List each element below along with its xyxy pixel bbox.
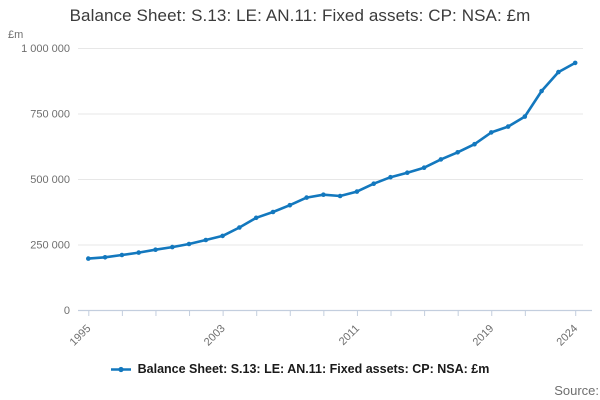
data-point <box>170 244 175 250</box>
data-point <box>438 157 444 162</box>
data-point <box>186 241 192 247</box>
x-tick-label: 1995 <box>68 323 94 349</box>
page-title: Balance Sheet: S.13: LE: AN.11: Fixed as… <box>69 6 531 25</box>
data-line <box>87 61 577 260</box>
data-point <box>287 202 293 208</box>
data-point <box>421 165 427 170</box>
data-point <box>489 130 494 135</box>
data-point <box>371 181 377 186</box>
data-point <box>253 215 259 221</box>
x-tick-label: 2019 <box>471 323 497 349</box>
y-tick-label: 750 000 <box>30 109 70 121</box>
data-point <box>86 256 91 261</box>
data-point <box>405 170 410 175</box>
data-point <box>337 193 343 199</box>
data-point <box>572 60 578 66</box>
data-point <box>237 225 242 230</box>
x-tick-label: 2024 <box>555 323 581 349</box>
legend: Balance Sheet: S.13: LE: AN.11: Fixed as… <box>0 362 600 376</box>
data-point <box>102 254 108 260</box>
data-point <box>455 150 461 155</box>
line-chart: 0 250 000 500 000 750 000 1 000 000 1995 2003 2… <box>21 43 592 349</box>
data-point <box>304 195 309 200</box>
data-point <box>539 88 544 94</box>
x-tick-label: 2011 <box>337 323 362 348</box>
data-point <box>153 247 158 252</box>
legend-line-marker-icon <box>110 366 131 372</box>
y-tick-label: 500 000 <box>30 174 70 186</box>
y-tick-label: 0 <box>64 305 70 317</box>
data-point <box>220 233 225 239</box>
y-axis-unit-label: £m <box>8 29 24 41</box>
data-point <box>203 237 209 243</box>
data-point <box>556 69 561 75</box>
data-point <box>321 192 326 197</box>
data-point <box>522 114 528 119</box>
source-label: Source: <box>554 383 599 398</box>
data-point <box>270 209 276 215</box>
y-tick-label: 250 000 <box>30 240 70 252</box>
data-point <box>388 174 393 180</box>
x-tick-label: 2003 <box>202 323 228 349</box>
data-point <box>136 250 141 255</box>
data-point <box>505 124 511 129</box>
data-point <box>354 189 360 194</box>
data-point <box>472 141 477 147</box>
legend-label: Balance Sheet: S.13: LE: AN.11: Fixed as… <box>137 362 490 376</box>
y-tick-label: 1 000 000 <box>21 43 70 55</box>
data-point <box>119 252 125 258</box>
